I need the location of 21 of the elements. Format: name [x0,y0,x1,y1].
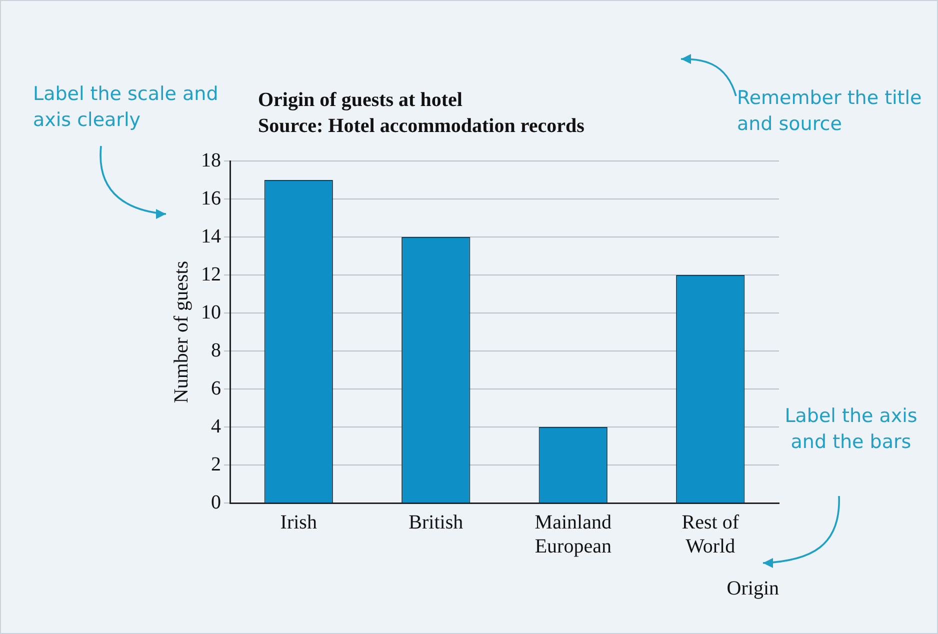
y-tick-label: 0 [211,491,221,514]
y-tick-label: 10 [201,301,221,324]
y-tick-label: 8 [211,339,221,362]
y-axis-title: Number of guests [170,260,192,404]
x-tick-label: Irish [280,511,317,534]
text: Label the scale and axis clearly [33,82,220,133]
y-tick-label: 6 [211,377,221,400]
y-tick-label: 14 [201,225,221,248]
x-tick-label: Rest of World [682,511,740,558]
chart-title: Origin of guests at hotel [258,89,462,112]
text: Remember the title and source [737,86,923,137]
x-tick-label: Mainland European [534,511,612,558]
y-tick-label: 12 [201,263,221,286]
x-axis-title: Origin [726,577,779,600]
x-tick-label: British [408,511,464,534]
y-tick-label: 16 [201,187,221,210]
y-tick-label: 18 [201,149,221,172]
chart-subtitle: Source: Hotel accommodation records [258,115,584,138]
y-tick-label: 2 [211,453,221,476]
text: Label the axis and the bars [784,404,918,455]
y-tick-label: 4 [211,415,221,438]
